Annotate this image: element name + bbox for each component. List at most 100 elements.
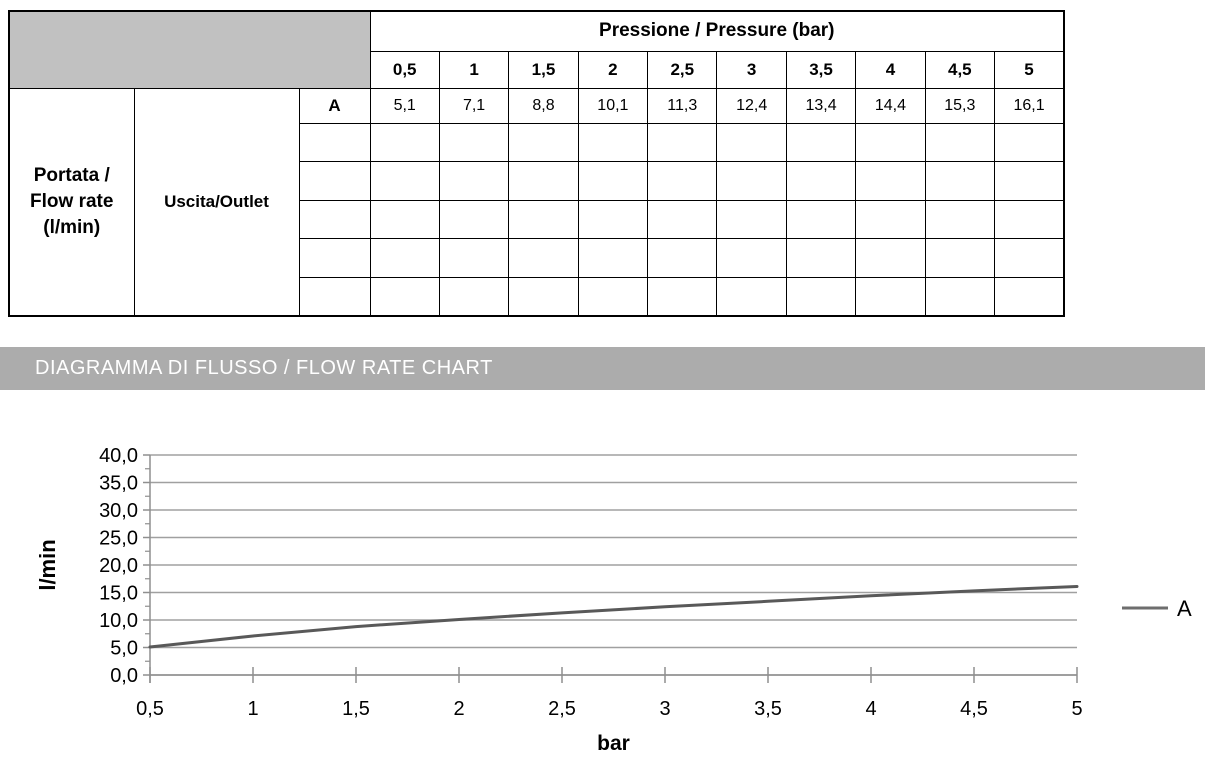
empty-cell — [438, 122, 510, 163]
empty-cell — [438, 199, 510, 240]
pressure-column-header: 3 — [716, 50, 787, 89]
empty-cell — [994, 238, 1065, 278]
empty-cell — [785, 199, 857, 240]
empty-cell — [716, 238, 787, 278]
outlet-label: Uscita/Outlet — [133, 87, 300, 317]
empty-cell — [508, 276, 579, 317]
empty-cell — [994, 122, 1065, 163]
flow-rate-table: Pressione / Pressure (bar) 0,5 1 1,5 2 2… — [8, 10, 1066, 317]
empty-cell — [785, 161, 857, 201]
row-label-A: A — [298, 87, 371, 124]
empty-cell — [855, 238, 926, 278]
x-axis-title: bar — [597, 732, 630, 755]
empty-cell — [438, 161, 510, 201]
y-tick-label: 30,0 — [99, 500, 138, 522]
table-row-empty — [9, 238, 1065, 278]
x-tick-label: 0,5 — [136, 698, 164, 720]
empty-cell — [438, 238, 510, 278]
empty-cell — [994, 199, 1065, 240]
table-row-A: Portata / Flow rate (l/min) Uscita/Outle… — [8, 87, 1065, 317]
empty-cell — [855, 122, 926, 163]
pressure-column-header: 3,5 — [785, 50, 857, 89]
flow-value: 13,4 — [785, 87, 857, 124]
empty-cell — [577, 161, 649, 201]
empty-cell — [298, 238, 371, 278]
x-tick-label: 1,5 — [342, 698, 370, 720]
flow-value: 5,1 — [369, 87, 440, 124]
pressure-column-header: 2 — [577, 50, 649, 89]
flow-value: 14,4 — [855, 87, 926, 124]
empty-cell — [298, 199, 371, 240]
flow-value: 12,4 — [716, 87, 787, 124]
table-row-empty — [9, 276, 1065, 317]
flow-rate-group-label: Portata / Flow rate (l/min) — [8, 87, 135, 317]
empty-cell — [508, 122, 579, 163]
empty-cell — [298, 276, 371, 317]
empty-cell — [785, 276, 857, 317]
empty-cell — [298, 122, 371, 163]
empty-cell — [369, 276, 440, 317]
pressure-column-header: 5 — [994, 50, 1065, 89]
empty-cell — [716, 161, 787, 201]
x-tick-label: 4 — [865, 698, 876, 720]
empty-cell — [855, 276, 926, 317]
y-tick-label: 5,0 — [110, 638, 138, 660]
y-tick-label: 25,0 — [99, 528, 138, 550]
y-tick-label: 20,0 — [99, 555, 138, 577]
flow-value: 11,3 — [647, 87, 718, 124]
flow-rate-chart-svg: 0,0 5,0 10,0 15,0 20,0 25,0 30,0 35,0 40,0 0,5 1 1,… — [35, 445, 1192, 755]
empty-cell — [994, 276, 1065, 317]
empty-cell — [647, 161, 718, 201]
y-axis-title: l/min — [35, 539, 60, 590]
empty-cell — [924, 276, 996, 317]
x-tick-label: 2 — [453, 698, 464, 720]
empty-cell — [716, 199, 787, 240]
flow-value: 10,1 — [577, 87, 649, 124]
empty-cell — [924, 238, 996, 278]
empty-cell — [716, 276, 787, 317]
empty-cell — [508, 199, 579, 240]
x-tick-label: 1 — [247, 698, 258, 720]
y-tick-label: 40,0 — [99, 445, 138, 467]
flow-value: 15,3 — [924, 87, 996, 124]
empty-cell — [924, 199, 996, 240]
x-tick-label: 2,5 — [548, 698, 576, 720]
empty-cell — [647, 276, 718, 317]
empty-cell — [508, 161, 579, 201]
flow-value: 7,1 — [438, 87, 510, 124]
flow-value: 16,1 — [994, 87, 1065, 124]
table-row-empty — [9, 122, 1065, 163]
empty-cell — [577, 122, 649, 163]
empty-cell — [577, 276, 649, 317]
y-tick-label: 10,0 — [99, 610, 138, 632]
table-row-empty — [9, 199, 1065, 240]
pressure-column-header: 2,5 — [647, 50, 718, 89]
empty-cell — [298, 161, 371, 201]
table-header-row: Pressione / Pressure (bar) — [8, 10, 1065, 89]
empty-cell — [785, 122, 857, 163]
empty-cell — [855, 161, 926, 201]
empty-cell — [647, 199, 718, 240]
pressure-column-header: 4,5 — [924, 50, 996, 89]
series-line-A — [148, 584, 1079, 649]
pressure-columns-row: 0,5 1 1,5 2 2,5 3 3,5 4 4,5 5 — [9, 50, 1065, 89]
flow-value: 8,8 — [508, 87, 579, 124]
empty-cell — [716, 122, 787, 163]
pressure-column-header: 1,5 — [508, 50, 579, 89]
empty-cell — [855, 199, 926, 240]
empty-cell — [577, 238, 649, 278]
x-tick-label: 5 — [1071, 698, 1082, 720]
empty-cell — [577, 199, 649, 240]
y-tick-label: 0,0 — [110, 665, 138, 687]
empty-cell — [924, 161, 996, 201]
empty-cell — [369, 122, 440, 163]
pressure-column-header: 0,5 — [369, 50, 440, 89]
flow-rate-chart: 0,0 5,0 10,0 15,0 20,0 25,0 30,0 35,0 40,0 0,5 1 1,… — [0, 420, 1205, 767]
pressure-column-header: 4 — [855, 50, 926, 89]
empty-cell — [438, 276, 510, 317]
empty-cell — [924, 122, 996, 163]
section-banner-title: DIAGRAMMA DI FLUSSO / FLOW RATE CHART — [35, 357, 493, 379]
empty-cell — [994, 161, 1065, 201]
table-corner-cell — [8, 10, 371, 89]
x-tick-label: 3 — [659, 698, 670, 720]
